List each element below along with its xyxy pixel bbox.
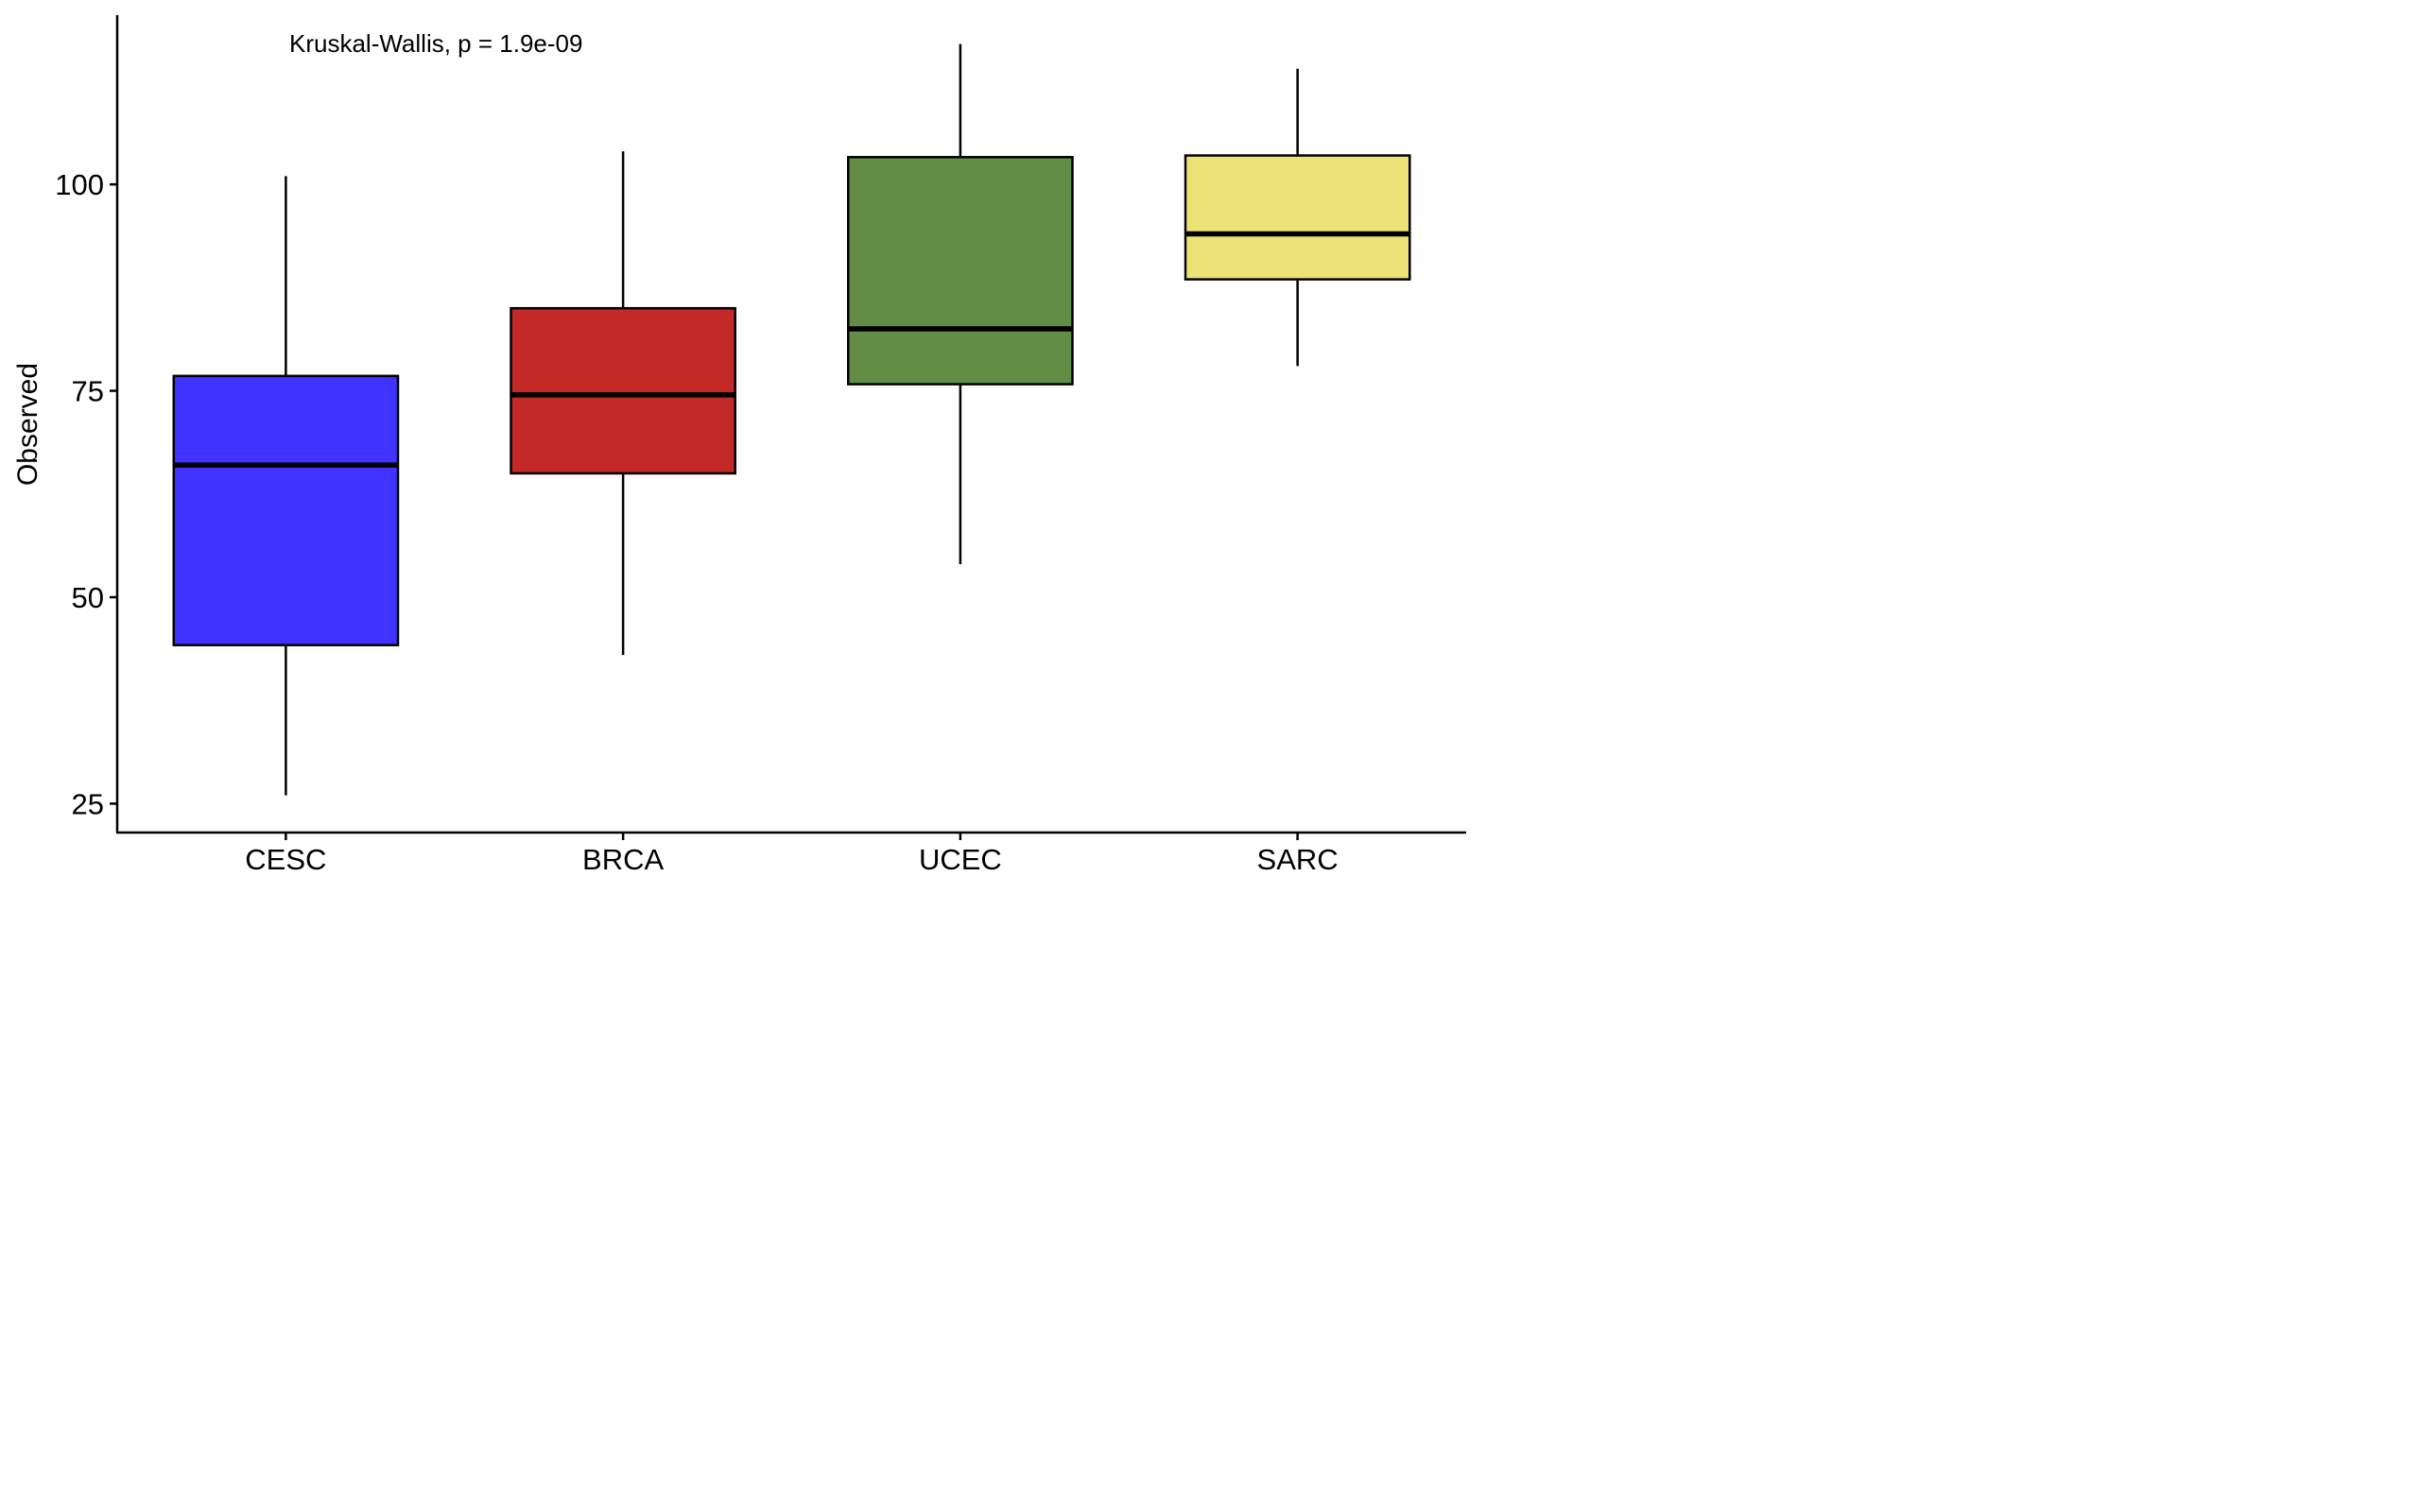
y-tick-label: 50	[72, 581, 104, 614]
x-tick-label: BRCA	[582, 843, 664, 876]
y-ticks: 25 50 75 100	[55, 168, 117, 820]
boxplot-chart: 25 50 75 100 CESC BRCA UCEC SARC Observed Krus…	[12, 15, 1466, 876]
box-cesc	[172, 176, 400, 796]
iqr-box	[172, 374, 400, 646]
iqr-box	[847, 156, 1074, 386]
x-tick-label: SARC	[1257, 843, 1339, 876]
box-sarc	[1184, 68, 1411, 367]
axes	[115, 15, 1466, 834]
y-tick-label: 25	[72, 787, 104, 820]
iqr-box	[1184, 154, 1411, 281]
x-tick-label: CESC	[245, 843, 326, 876]
box-ucec	[847, 43, 1074, 565]
iqr-box	[510, 306, 736, 475]
y-axis-title: Observed	[12, 363, 43, 486]
y-tick-label: 100	[55, 168, 104, 201]
box-brca	[510, 151, 736, 656]
box-layer	[172, 43, 1411, 796]
stat-annotation: Kruskal-Wallis, p = 1.9e-09	[289, 29, 582, 58]
x-tick-label: UCEC	[919, 843, 1002, 876]
x-ticks: CESC BRCA UCEC SARC	[245, 833, 1339, 876]
y-tick-label: 75	[72, 375, 104, 408]
